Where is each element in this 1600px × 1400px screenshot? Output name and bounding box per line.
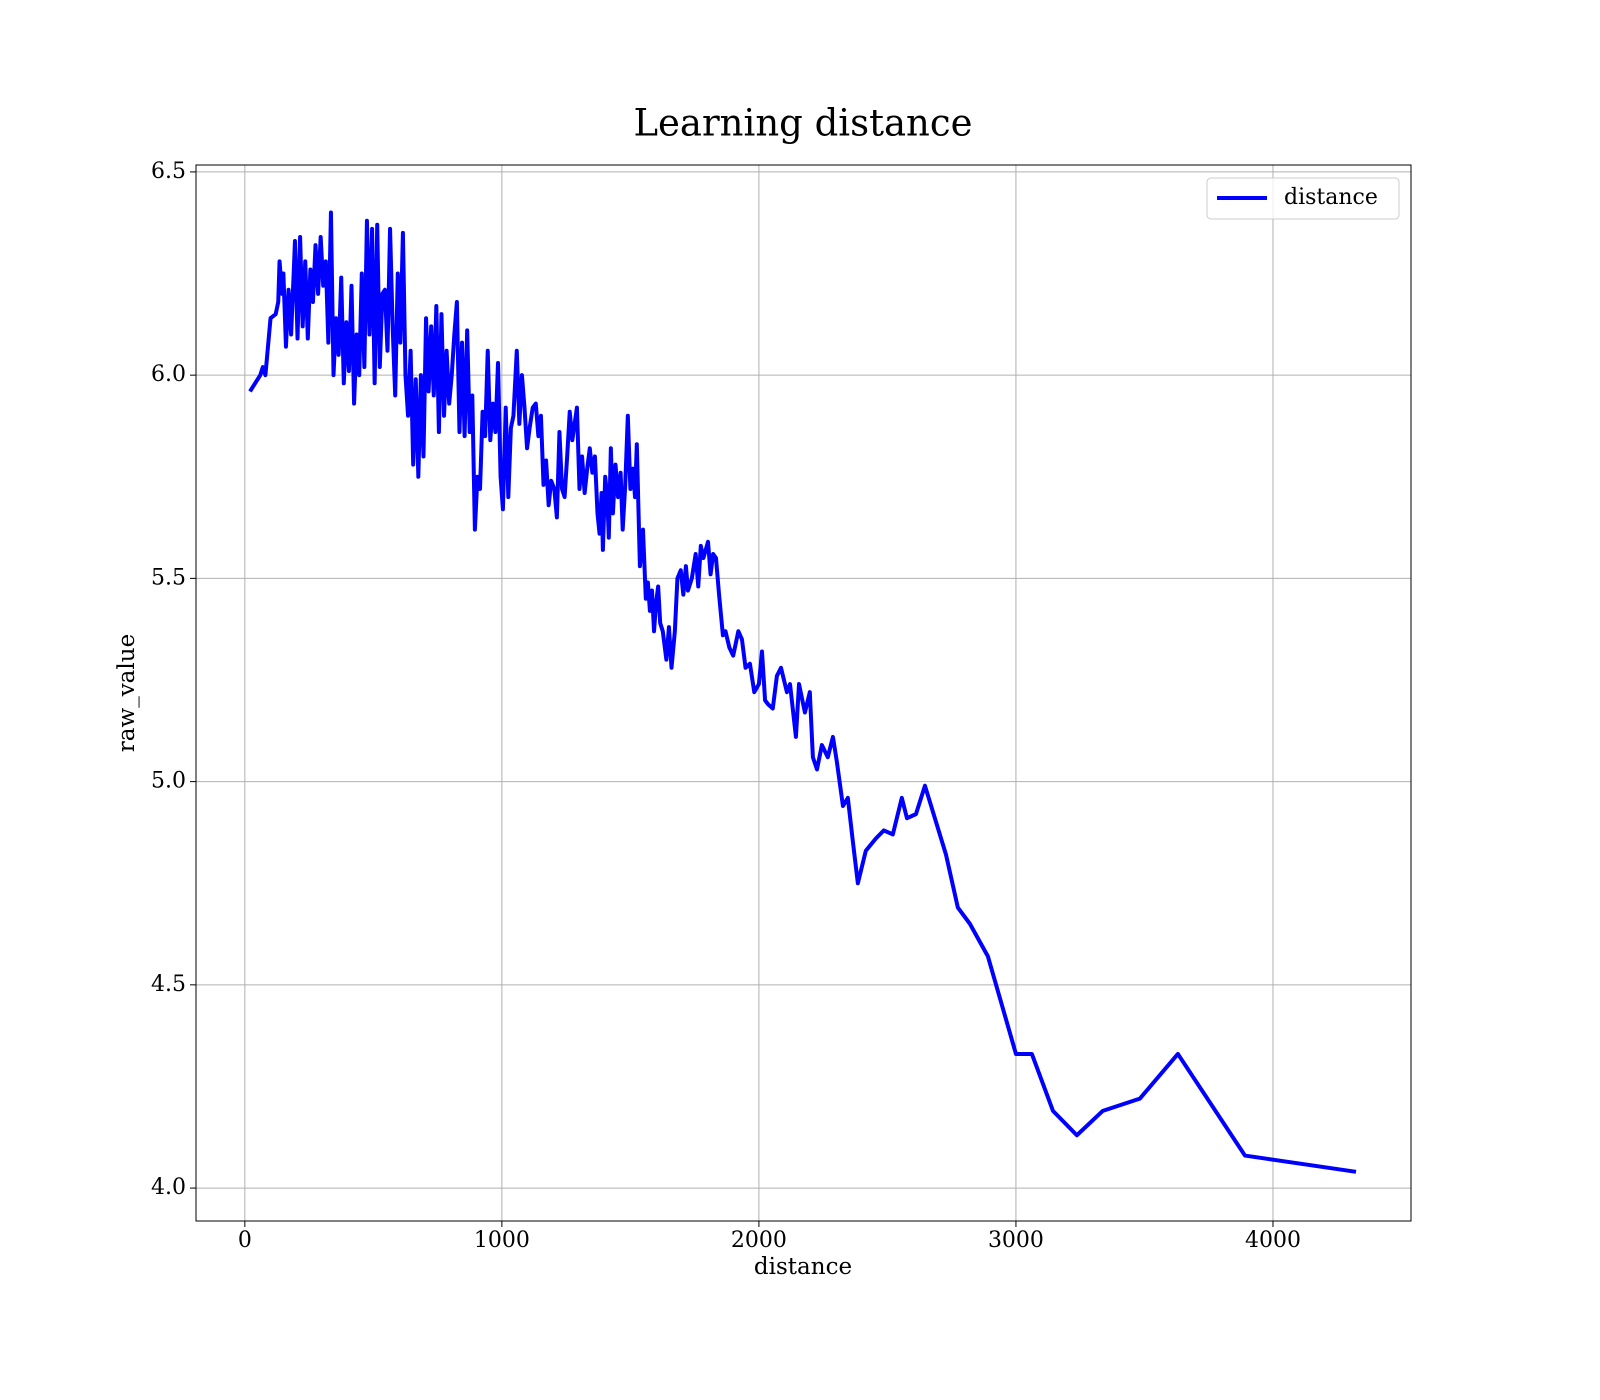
y-tick-label: 6.0 (151, 362, 186, 387)
data-line (248, 210, 1357, 1174)
y-tick-label: 5.5 (151, 565, 186, 590)
plot-frame (195, 164, 1412, 1222)
y-tick-label: 4.0 (151, 1175, 186, 1200)
chart-title: Learning distance (633, 102, 972, 145)
x-tick-label: 3000 (988, 1228, 1044, 1253)
x-tick-label: 2000 (731, 1228, 787, 1253)
x-tick-label: 0 (238, 1228, 252, 1253)
x-axis-label: distance (754, 1254, 852, 1280)
legend-label: distance (1284, 185, 1378, 210)
y-axis-label: raw_value (114, 634, 140, 752)
y-tick-label: 4.5 (151, 972, 186, 997)
x-tick-label: 1000 (474, 1228, 530, 1253)
x-tick-label: 4000 (1245, 1228, 1301, 1253)
legend-box (1206, 177, 1400, 220)
y-tick-label: 6.5 (151, 159, 186, 184)
y-tick-label: 5.0 (151, 769, 186, 794)
